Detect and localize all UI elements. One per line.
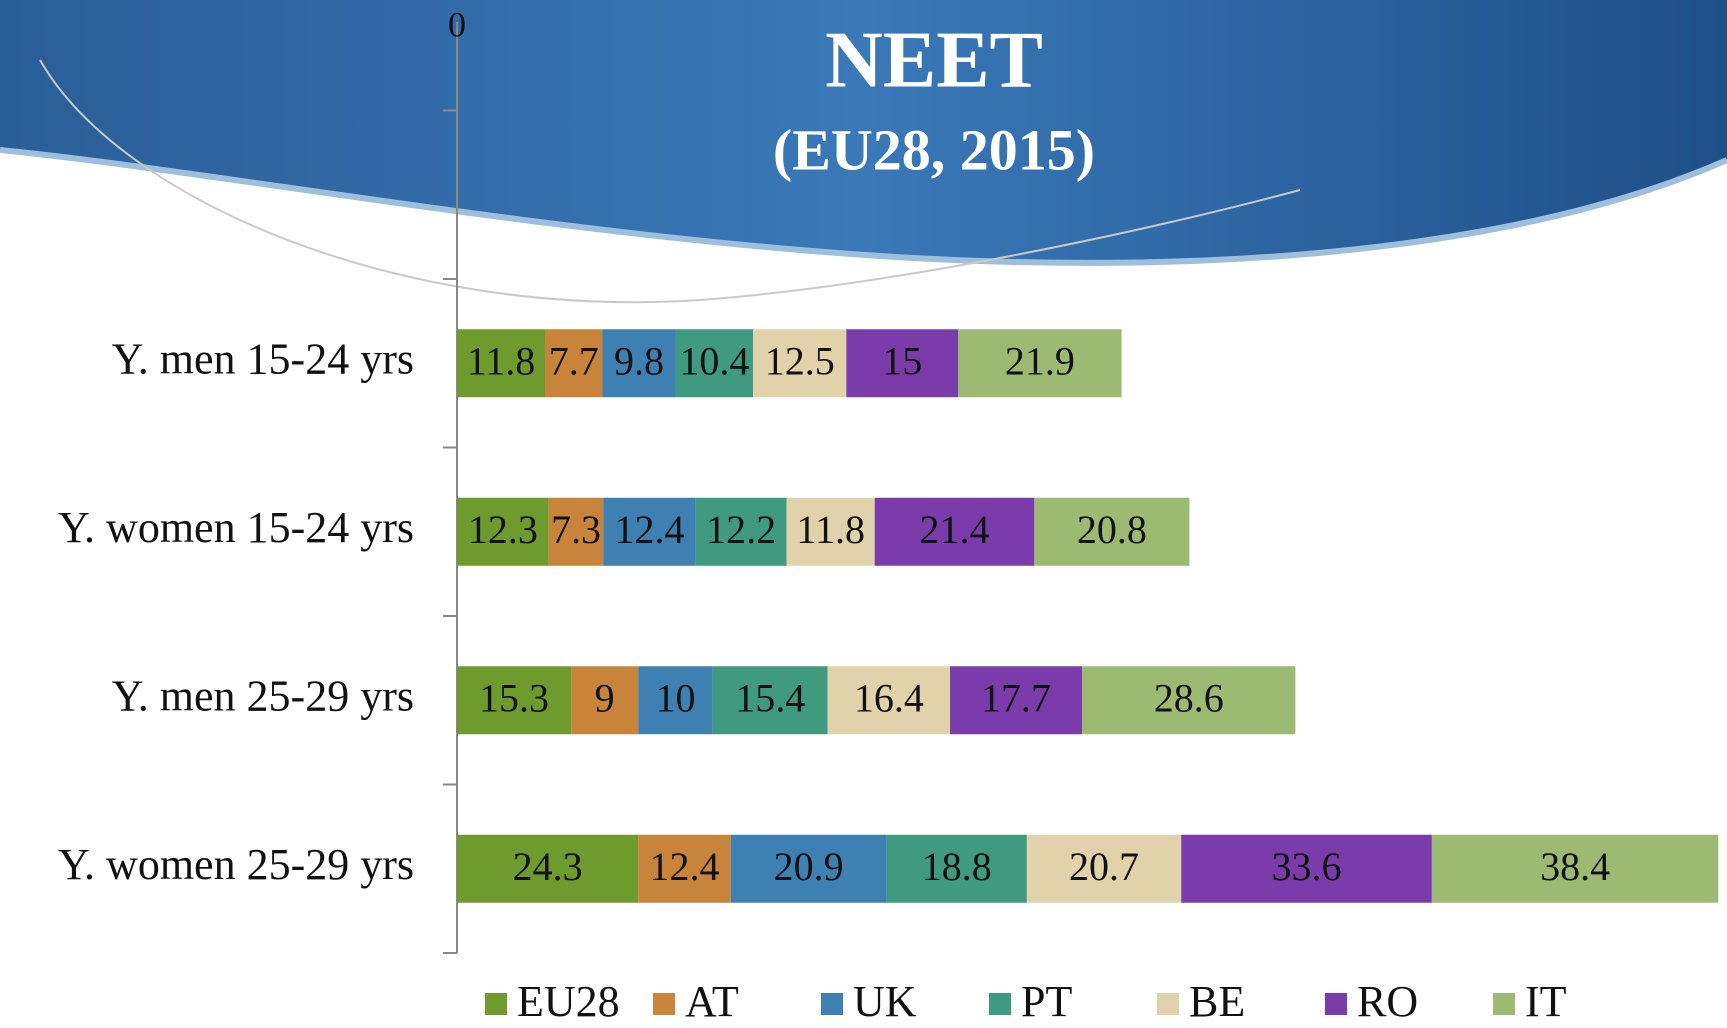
bar-segment — [827, 666, 951, 735]
data-label: 15.3 — [479, 675, 549, 720]
bar-segment — [1034, 497, 1190, 566]
data-label: 33.6 — [1272, 844, 1342, 889]
category-label: Y. men 15-24 yrs — [112, 334, 414, 383]
bar-segment — [958, 329, 1122, 398]
data-label: 10.4 — [679, 338, 749, 383]
bar-segment — [457, 666, 572, 735]
bar-segment — [886, 834, 1027, 903]
data-label: 9.8 — [614, 338, 664, 383]
legend-label: BE — [1189, 977, 1245, 1026]
legend-label: PT — [1021, 977, 1072, 1026]
data-label: 12.2 — [706, 507, 776, 552]
legend-label: UK — [853, 977, 917, 1026]
header-band — [0, 0, 1727, 263]
category-label: Y. men 25-29 yrs — [112, 671, 414, 720]
bar-segment — [457, 834, 639, 903]
data-label: 17.7 — [981, 675, 1051, 720]
bar-segment — [457, 329, 546, 398]
chart-title: NEET — [825, 16, 1043, 104]
data-label: 20.7 — [1069, 844, 1139, 889]
bar-segment — [603, 497, 696, 566]
bar-segment — [950, 666, 1083, 735]
data-label: 18.8 — [922, 844, 992, 889]
data-label: 10 — [656, 675, 696, 720]
bar-segment — [786, 497, 875, 566]
data-label: 20.9 — [774, 844, 844, 889]
data-label: 21.9 — [1005, 338, 1075, 383]
legend-swatch — [1325, 993, 1347, 1015]
data-label: 11.8 — [796, 507, 865, 552]
bar-segment — [1082, 666, 1296, 735]
bar-segment — [548, 497, 604, 566]
legend-label: IT — [1525, 977, 1567, 1026]
legend-swatch — [485, 993, 507, 1015]
bar-segment — [846, 329, 959, 398]
data-label: 12.4 — [614, 507, 684, 552]
data-label: 20.8 — [1077, 507, 1147, 552]
data-label: 7.7 — [549, 338, 599, 383]
header-edge — [0, 147, 1727, 266]
data-label: 12.3 — [468, 507, 538, 552]
bar-segment — [730, 834, 887, 903]
bar-segment — [874, 497, 1035, 566]
data-label: 24.3 — [513, 844, 583, 889]
bar-segment — [571, 666, 639, 735]
bar-segment — [712, 666, 828, 735]
bar-segment — [638, 834, 731, 903]
data-label: 15.4 — [735, 675, 805, 720]
legend-swatch — [653, 993, 675, 1015]
data-label: 28.6 — [1154, 675, 1224, 720]
bar-segment — [457, 497, 549, 566]
chart-subtitle: (EU28, 2015) — [773, 117, 1095, 182]
bar-segment — [545, 329, 603, 398]
bar-segment — [695, 497, 787, 566]
data-label: 9 — [595, 675, 615, 720]
legend-swatch — [821, 993, 843, 1015]
decor-arc — [39, 59, 1301, 304]
bar-segment — [638, 666, 713, 735]
legend-swatch — [989, 993, 1011, 1015]
data-label: 12.5 — [765, 338, 835, 383]
bar-segment — [1181, 834, 1432, 903]
bar-segment — [602, 329, 676, 398]
data-label: 11.8 — [467, 338, 536, 383]
legend-label: RO — [1357, 977, 1418, 1026]
legend-swatch — [1493, 993, 1515, 1015]
category-label: Y. women 15-24 yrs — [58, 503, 414, 552]
legend-swatch — [1157, 993, 1179, 1015]
data-label: 7.3 — [551, 507, 601, 552]
data-label: 16.4 — [854, 675, 924, 720]
data-label: 38.4 — [1540, 844, 1610, 889]
data-label: 12.4 — [649, 844, 719, 889]
bar-segment — [1026, 834, 1182, 903]
legend-label: AT — [685, 977, 739, 1026]
data-label: 21.4 — [920, 507, 990, 552]
bar-segment — [1431, 834, 1719, 903]
bar-segment — [675, 329, 754, 398]
bar-segment — [753, 329, 847, 398]
legend-label: EU28 — [517, 977, 620, 1026]
data-label: 15 — [882, 338, 922, 383]
category-label: Y. women 25-29 yrs — [58, 840, 414, 889]
x-tick-label: 0 — [448, 4, 466, 44]
